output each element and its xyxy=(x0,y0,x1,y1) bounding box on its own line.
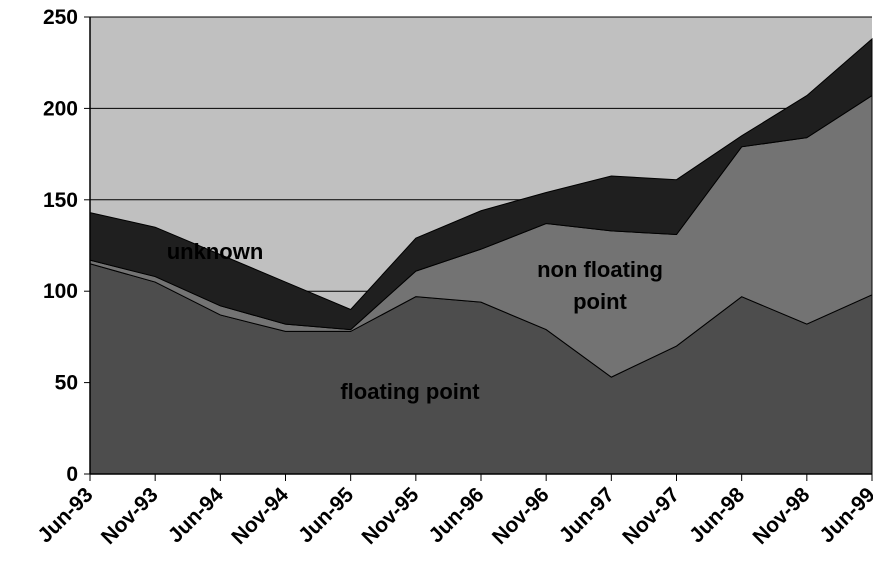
x-tick-label: Jun-98 xyxy=(685,483,749,547)
series-label: unknown xyxy=(166,239,264,264)
area xyxy=(89,37,873,331)
x-tick-label: Jun-97 xyxy=(555,483,619,547)
x-tick-label: Jun-95 xyxy=(294,483,358,547)
series-label: floating point xyxy=(340,379,480,404)
x-tick-label: Nov-97 xyxy=(618,483,684,549)
x-tick-label: Jun-99 xyxy=(815,483,873,547)
x-tick-label: Nov-93 xyxy=(97,483,163,549)
x-tick-label: Jun-96 xyxy=(424,483,488,547)
y-tick-label: 50 xyxy=(55,372,78,395)
x-tick-label: Nov-98 xyxy=(749,483,815,549)
series-label: non floating point xyxy=(537,257,663,314)
y-tick-label: 150 xyxy=(43,189,78,212)
y-tick-label: 250 xyxy=(43,6,78,29)
x-tick-label: Jun-94 xyxy=(164,483,228,547)
x-tick-label: Nov-94 xyxy=(227,483,293,549)
y-tick-label: 0 xyxy=(66,463,78,486)
x-tick-label: Nov-96 xyxy=(488,483,554,549)
x-tick-label: Jun-93 xyxy=(33,483,97,547)
y-tick-label: 100 xyxy=(43,280,78,303)
x-tick-label: Nov-95 xyxy=(358,483,424,549)
y-tick-label: 200 xyxy=(43,97,78,120)
